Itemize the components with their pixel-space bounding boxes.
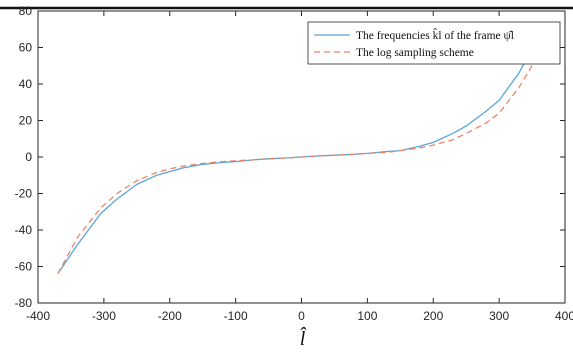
- y-tick-label: 0: [25, 150, 32, 164]
- legend-label-log-scheme: The log sampling scheme: [356, 47, 474, 59]
- y-axis: -80 -60 -40 -20 0 20 40 60 80: [15, 4, 565, 310]
- x-tick-label: -100: [224, 309, 248, 323]
- series-line-log-scheme: [57, 54, 540, 275]
- x-tick-label: 200: [423, 309, 443, 323]
- y-tick-label: 40: [19, 77, 33, 91]
- y-tick-label: 60: [19, 41, 33, 55]
- x-tick-label: 0: [298, 309, 305, 323]
- legend-label-frequencies: The frequencies k̂l of the frame ψ̂l: [356, 27, 514, 42]
- y-tick-label: 80: [19, 4, 33, 18]
- x-tick-label: -400: [26, 309, 50, 323]
- series-layer: [57, 54, 540, 275]
- x-tick-label: -200: [158, 309, 182, 323]
- y-tick-label: -40: [15, 223, 33, 237]
- y-tick-label: -60: [15, 260, 33, 274]
- legend: The frequencies k̂l of the frame ψ̂l The…: [307, 21, 561, 65]
- x-tick-label: 100: [357, 309, 377, 323]
- y-tick-label: -80: [15, 296, 33, 310]
- x-tick-label: 300: [489, 309, 509, 323]
- x-tick-label: -300: [92, 309, 116, 323]
- y-tick-label: -20: [15, 187, 33, 201]
- y-tick-label: 20: [19, 114, 33, 128]
- x-tick-label: 400: [555, 309, 573, 323]
- x-axis-title: l̂: [300, 326, 307, 350]
- legend-box: [307, 21, 561, 65]
- x-axis: -400 -300 -200 -100 0 100 200 300 400: [26, 11, 573, 323]
